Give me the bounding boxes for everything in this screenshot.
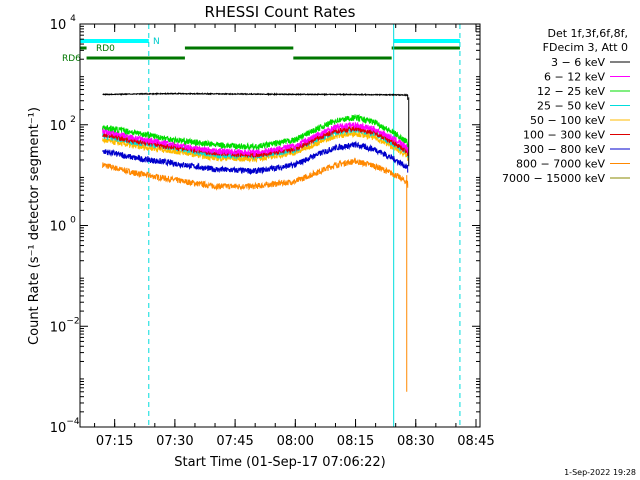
legend-label-8: 7000 − 15000 keV — [502, 172, 605, 185]
legend: Det 1f,3f,6f,8f,FDecim 3, Att 0 3 − 6 keV… — [502, 27, 630, 185]
flag-label-n: N — [153, 37, 160, 47]
y-axis-label: Count Rate (s⁻¹ detector segment⁻¹) — [27, 107, 42, 345]
x-axis-label: Start Time (01-Sep-17 07:06:22) — [174, 455, 385, 470]
legend-label-4: 50 − 100 keV — [530, 114, 605, 127]
x-tick-label-4: 08:15 — [337, 434, 374, 449]
y-tick-label-4: 10 — [50, 18, 67, 33]
y-tick-exp-3: 2 — [70, 115, 76, 125]
flag-label-rd6: RD6 — [62, 54, 81, 64]
x-tick-label-2: 07:45 — [216, 434, 253, 449]
legend-header-0: Det 1f,3f,6f,8f, — [547, 27, 628, 40]
flag-label-rd0: RD0 — [96, 44, 115, 54]
date-stamp: 1-Sep-2022 19:28 — [564, 468, 636, 477]
x-tick-label-0: 07:15 — [96, 434, 133, 449]
legend-header-1: FDecim 3, Att 0 — [543, 41, 628, 54]
y-tick-label-2: 10 — [50, 220, 67, 235]
series-line-6 — [102, 140, 409, 176]
legend-label-1: 6 − 12 keV — [544, 71, 605, 84]
chart-title: RHESSI Count Rates — [205, 3, 356, 21]
legend-label-5: 100 − 300 keV — [523, 129, 605, 142]
series-line-7 — [102, 157, 409, 191]
y-tick-exp-1: −2 — [66, 316, 79, 326]
x-tick-label-6: 08:45 — [457, 434, 494, 449]
series-line-0 — [102, 91, 409, 100]
series-line-4 — [102, 130, 409, 164]
y-tick-label-1: 10 — [50, 320, 67, 335]
legend-label-2: 12 − 25 keV — [537, 85, 605, 98]
legend-label-0: 3 − 6 keV — [551, 56, 605, 69]
legend-label-6: 300 − 800 keV — [523, 143, 605, 156]
x-tick-label-1: 07:30 — [156, 434, 193, 449]
legend-label-7: 800 − 7000 keV — [516, 158, 605, 171]
x-tick-label-5: 08:30 — [397, 434, 434, 449]
series-line-1 — [102, 121, 409, 157]
y-tick-exp-2: 0 — [70, 216, 76, 226]
y-tick-label-0: 10 — [50, 421, 67, 436]
legend-label-3: 25 − 50 keV — [537, 100, 605, 113]
y-tick-exp-0: −4 — [66, 417, 80, 427]
y-tick-label-3: 10 — [50, 119, 67, 134]
y-tick-exp-4: 4 — [70, 14, 76, 24]
x-axis: 07:15 07:30 07:45 08:00 08:15 08:30 08:45 — [94, 24, 495, 449]
x-tick-label-3: 08:00 — [277, 434, 314, 449]
series-line-2 — [102, 113, 409, 152]
